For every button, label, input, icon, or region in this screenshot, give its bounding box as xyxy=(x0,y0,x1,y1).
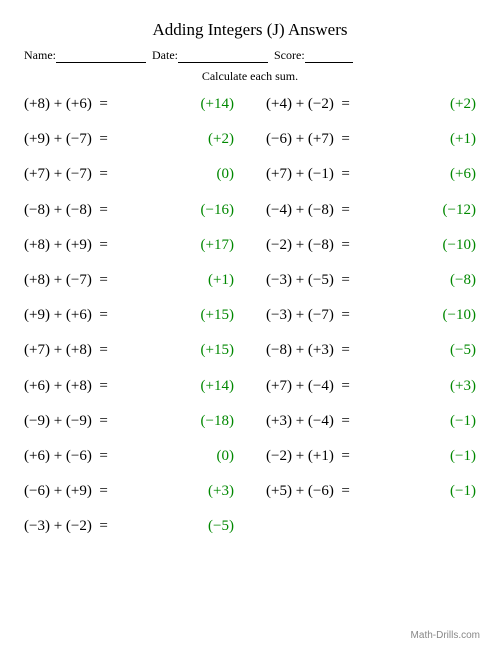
expression: (+6) + (−6) = xyxy=(24,448,108,465)
answer: (−18) xyxy=(108,413,234,430)
answer: (+3) xyxy=(108,483,234,500)
expression: (−3) + (−7) = xyxy=(266,307,350,324)
answer: (+1) xyxy=(350,131,476,148)
problem-row: (−2) + (+1) =(−1) xyxy=(266,448,476,465)
problem-row: (+8) + (+6) =(+14) xyxy=(24,96,234,113)
problem-row: (+7) + (−1) =(+6) xyxy=(266,166,476,183)
answer: (−1) xyxy=(350,448,476,465)
answer: (+14) xyxy=(108,96,234,113)
footer: Math-Drills.com xyxy=(411,630,480,641)
answer: (−5) xyxy=(108,518,234,535)
answer: (+1) xyxy=(108,272,234,289)
expression: (+7) + (−4) = xyxy=(266,378,350,395)
expression: (−3) + (−2) = xyxy=(24,518,108,535)
instruction: Calculate each sum. xyxy=(24,69,476,84)
answer: (−1) xyxy=(350,413,476,430)
problem-row: (−3) + (−7) =(−10) xyxy=(266,307,476,324)
problem-row: (−4) + (−8) =(−12) xyxy=(266,202,476,219)
expression: (−6) + (+9) = xyxy=(24,483,108,500)
problem-row: (−8) + (+3) =(−5) xyxy=(266,342,476,359)
expression: (+8) + (+6) = xyxy=(24,96,108,113)
left-column: (+8) + (+6) =(+14)(+9) + (−7) =(+2)(+7) … xyxy=(24,96,234,553)
answer: (−5) xyxy=(350,342,476,359)
expression: (−8) + (−8) = xyxy=(24,202,108,219)
expression: (+4) + (−2) = xyxy=(266,96,350,113)
expression: (−2) + (−8) = xyxy=(266,237,350,254)
expression: (+9) + (−7) = xyxy=(24,131,108,148)
problem-row: (+9) + (−7) =(+2) xyxy=(24,131,234,148)
expression: (+7) + (+8) = xyxy=(24,342,108,359)
expression: (+6) + (+8) = xyxy=(24,378,108,395)
expression: (−9) + (−9) = xyxy=(24,413,108,430)
problem-row: (+4) + (−2) =(+2) xyxy=(266,96,476,113)
problem-row: (−3) + (−2) =(−5) xyxy=(24,518,234,535)
problem-row: (+8) + (−7) =(+1) xyxy=(24,272,234,289)
header-row: Name: Date: Score: xyxy=(24,48,476,63)
expression: (−8) + (+3) = xyxy=(266,342,350,359)
date-line xyxy=(178,51,268,63)
score-label: Score: xyxy=(274,48,305,63)
expression: (−3) + (−5) = xyxy=(266,272,350,289)
answer: (−1) xyxy=(350,483,476,500)
answer: (0) xyxy=(108,448,234,465)
expression: (−2) + (+1) = xyxy=(266,448,350,465)
name-field: Name: xyxy=(24,48,146,63)
answer: (−10) xyxy=(350,307,476,324)
expression: (+5) + (−6) = xyxy=(266,483,350,500)
expression: (−6) + (+7) = xyxy=(266,131,350,148)
problem-row: (−3) + (−5) =(−8) xyxy=(266,272,476,289)
right-column: (+4) + (−2) =(+2) (−6) + (+7) =(+1) (+7) +… xyxy=(266,96,476,553)
problem-row: (−9) + (−9) =(−18) xyxy=(24,413,234,430)
expression: (+9) + (+6) = xyxy=(24,307,108,324)
score-line xyxy=(305,51,353,63)
answer: (+14) xyxy=(108,378,234,395)
problem-row: (+7) + (−7) =(0) xyxy=(24,166,234,183)
answer: (−16) xyxy=(108,202,234,219)
problem-row: (+7) + (+8) =(+15) xyxy=(24,342,234,359)
date-field: Date: xyxy=(152,48,268,63)
problem-row: (+6) + (−6) =(0) xyxy=(24,448,234,465)
problem-row: (+5) + (−6) =(−1) xyxy=(266,483,476,500)
problem-row: (+8) + (+9) =(+17) xyxy=(24,237,234,254)
problem-row: (−2) + (−8) =(−10) xyxy=(266,237,476,254)
problem-row: (−8) + (−8) =(−16) xyxy=(24,202,234,219)
problem-row: (+9) + (+6) =(+15) xyxy=(24,307,234,324)
problems-area: (+8) + (+6) =(+14)(+9) + (−7) =(+2)(+7) … xyxy=(24,96,476,553)
answer: (+2) xyxy=(108,131,234,148)
answer: (0) xyxy=(108,166,234,183)
date-label: Date: xyxy=(152,48,178,63)
name-line xyxy=(56,51,146,63)
problem-row: (+3) + (−4) =(−1) xyxy=(266,413,476,430)
answer: (+15) xyxy=(108,307,234,324)
problem-row: (−6) + (+7) =(+1) xyxy=(266,131,476,148)
name-label: Name: xyxy=(24,48,56,63)
answer: (+17) xyxy=(108,237,234,254)
problem-row: (+6) + (+8) =(+14) xyxy=(24,378,234,395)
expression: (+3) + (−4) = xyxy=(266,413,350,430)
expression: (−4) + (−8) = xyxy=(266,202,350,219)
problem-row: (−6) + (+9) =(+3) xyxy=(24,483,234,500)
answer: (+15) xyxy=(108,342,234,359)
answer: (+6) xyxy=(350,166,476,183)
answer: (+2) xyxy=(350,96,476,113)
answer: (+3) xyxy=(350,378,476,395)
expression: (+8) + (+9) = xyxy=(24,237,108,254)
answer: (−8) xyxy=(350,272,476,289)
answer: (−10) xyxy=(350,237,476,254)
expression: (+8) + (−7) = xyxy=(24,272,108,289)
page-title: Adding Integers (J) Answers xyxy=(24,20,476,40)
problem-row: (+7) + (−4) =(+3) xyxy=(266,378,476,395)
expression: (+7) + (−1) = xyxy=(266,166,350,183)
score-field: Score: xyxy=(274,48,353,63)
expression: (+7) + (−7) = xyxy=(24,166,108,183)
answer: (−12) xyxy=(350,202,476,219)
